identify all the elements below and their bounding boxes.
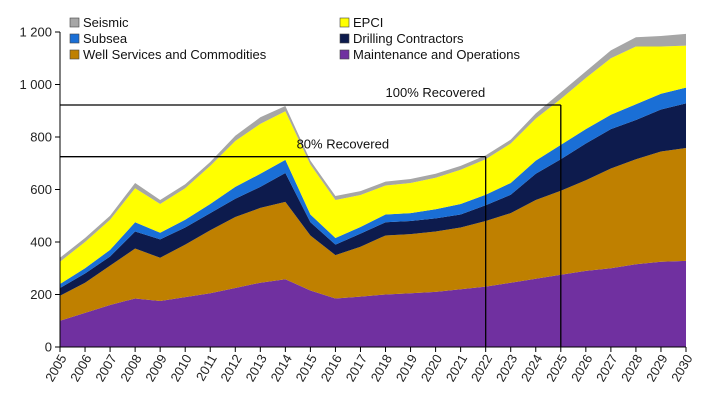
area-well-services-and-commodities (60, 148, 686, 321)
x-tick-label: 2011 (193, 352, 220, 384)
x-tick-label: 2029 (643, 352, 670, 385)
x-tick-label: 2014 (267, 352, 294, 385)
y-tick-label: 200 (30, 287, 52, 302)
x-tick-label: 2024 (518, 352, 545, 385)
x-tick-label: 2026 (568, 352, 595, 385)
x-tick-label: 2008 (117, 352, 144, 385)
area-series-group (60, 33, 686, 347)
legend-swatch (69, 49, 80, 60)
x-tick-label: 2022 (468, 352, 495, 385)
y-tick-label: 1 000 (19, 77, 52, 92)
y-axis-ticks: 0 200 400 600 800 1 000 1 200 (19, 25, 60, 355)
x-tick-label: 2010 (167, 352, 194, 385)
legend-label: Subsea (83, 31, 128, 46)
x-axis-ticks: 2005200620072008200920102011201220132014… (42, 347, 696, 385)
x-tick-label: 2016 (318, 352, 345, 385)
x-tick-label: 2030 (668, 352, 695, 385)
x-tick-label: 2007 (92, 352, 119, 385)
legend-label: EPCI (353, 15, 383, 30)
legend-swatch (69, 17, 80, 28)
x-tick-label: 2018 (368, 352, 395, 385)
reference-lines: 100% Recovered 80% Recovered (60, 85, 562, 347)
y-tick-label: 1 200 (19, 25, 52, 40)
x-tick-label: 2017 (343, 352, 370, 385)
y-tick-label: 800 (30, 130, 52, 145)
y-tick-label: 0 (45, 340, 52, 355)
x-tick-label: 2015 (293, 352, 320, 385)
x-tick-label: 2020 (418, 352, 445, 385)
x-tick-label: 2028 (618, 352, 645, 385)
x-tick-label: 2025 (543, 352, 570, 385)
x-tick-label: 2006 (67, 352, 94, 385)
legend-swatch (339, 33, 350, 44)
area-maintenance-and-operations (60, 260, 686, 347)
x-tick-label: 2021 (443, 352, 470, 385)
x-tick-label: 2005 (42, 352, 69, 385)
x-tick-label: 2019 (393, 352, 420, 385)
legend-swatch (339, 17, 350, 28)
legend: Seismic EPCI Subsea Drilling Contractors Wel… (69, 15, 520, 62)
x-tick-label: 2012 (217, 352, 244, 385)
legend-label: Well Services and Commodities (83, 47, 267, 62)
area-epci (60, 45, 686, 285)
legend-label: Drilling Contractors (353, 31, 464, 46)
reference-line-label: 100% Recovered (386, 85, 486, 100)
legend-label: Maintenance and Operations (353, 47, 520, 62)
reference-line-label: 80% Recovered (297, 137, 390, 152)
x-tick-label: 2013 (242, 352, 269, 385)
legend-swatch (339, 49, 350, 60)
y-tick-label: 400 (30, 235, 52, 250)
x-tick-label: 2027 (593, 352, 620, 385)
y-tick-label: 600 (30, 182, 52, 197)
x-tick-label: 2009 (142, 352, 169, 385)
x-tick-label: 2023 (493, 352, 520, 385)
legend-label: Seismic (83, 15, 129, 30)
legend-swatch (69, 33, 80, 44)
